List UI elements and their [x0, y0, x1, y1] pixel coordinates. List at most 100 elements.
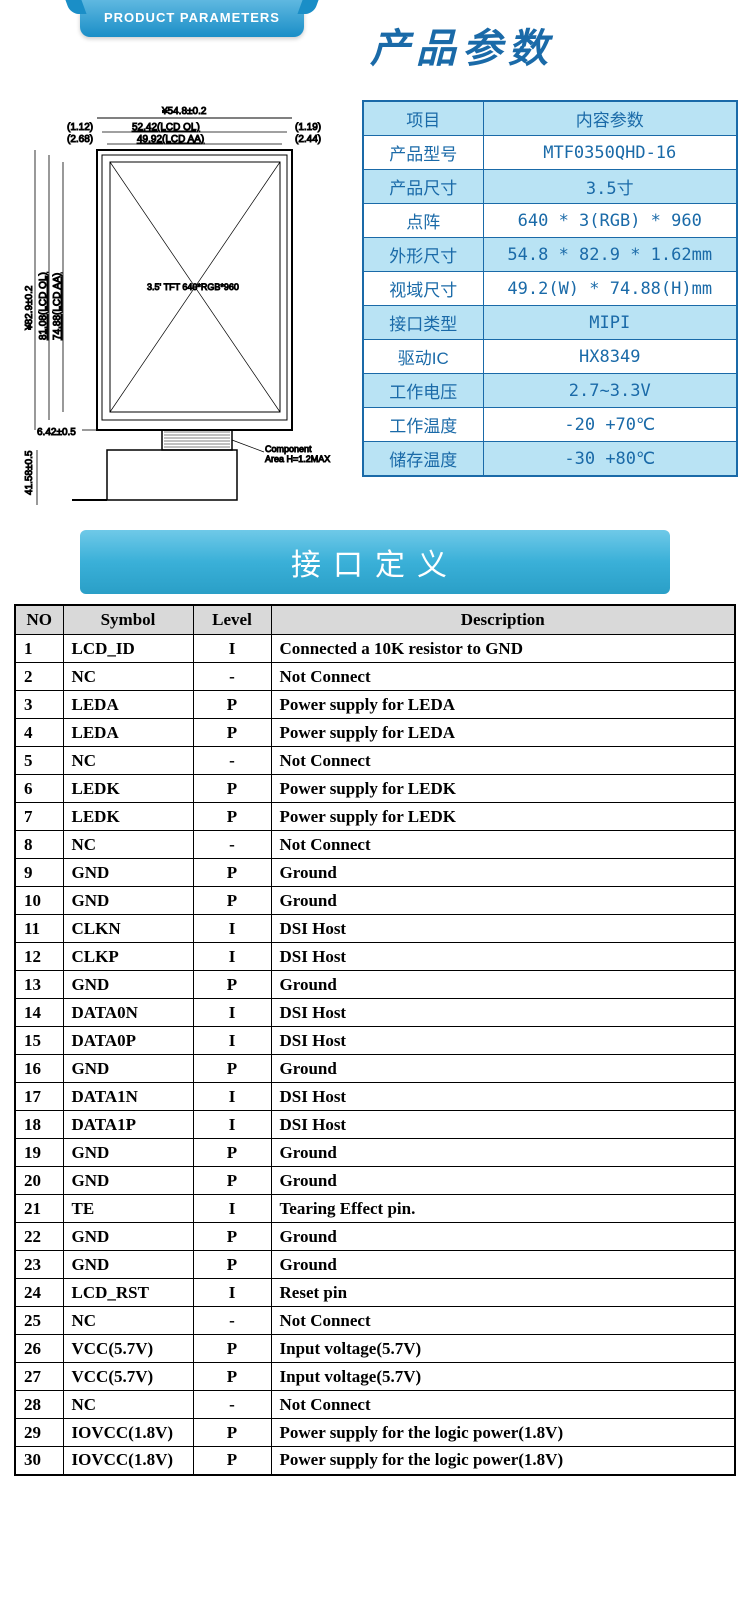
pin-level: P [193, 803, 271, 831]
pin-desc: Power supply for LEDA [271, 691, 735, 719]
pin-no: 27 [15, 1363, 63, 1391]
pin-desc: Ground [271, 1139, 735, 1167]
pin-no: 7 [15, 803, 63, 831]
pin-symbol: GND [63, 1139, 193, 1167]
spec-val: MTF0350QHD-16 [483, 136, 737, 170]
pin-row: 24LCD_RSTIReset pin [15, 1279, 735, 1307]
pin-no: 25 [15, 1307, 63, 1335]
tail-len: 41.58±0.5 [24, 450, 35, 495]
pin-row: 5NC-Not Connect [15, 747, 735, 775]
pin-row: 4LEDAPPower supply for LEDA [15, 719, 735, 747]
spec-row: 接口类型MIPI [363, 306, 737, 340]
gap-tr2: (2.44) [295, 134, 321, 145]
pin-level: P [193, 691, 271, 719]
spec-header-key: 项目 [363, 101, 483, 136]
pin-symbol: LEDA [63, 691, 193, 719]
pin-symbol: LEDK [63, 775, 193, 803]
section-title: 接口定义 [291, 549, 459, 582]
pin-no: 26 [15, 1335, 63, 1363]
pin-level: P [193, 1447, 271, 1475]
pin-no: 13 [15, 971, 63, 999]
pin-table: NO Symbol Level Description 1LCD_IDIConn… [14, 604, 736, 1476]
pin-level: - [193, 747, 271, 775]
spec-row: 点阵640 * 3(RGB) * 960 [363, 204, 737, 238]
pin-desc: Ground [271, 1055, 735, 1083]
pin-row: 7LEDKPPower supply for LEDK [15, 803, 735, 831]
pin-no: 15 [15, 1027, 63, 1055]
pin-no: 19 [15, 1139, 63, 1167]
pin-level: P [193, 775, 271, 803]
pin-no: 6 [15, 775, 63, 803]
pin-symbol: CLKN [63, 915, 193, 943]
spec-val: MIPI [483, 306, 737, 340]
pin-row: 12CLKPIDSI Host [15, 943, 735, 971]
pin-row: 29IOVCC(1.8V)PPower supply for the logic… [15, 1419, 735, 1447]
pin-level: - [193, 1307, 271, 1335]
center-label: 3.5' TFT 640*RGB*960 [147, 282, 239, 292]
pin-symbol: VCC(5.7V) [63, 1335, 193, 1363]
pin-level: I [193, 635, 271, 663]
pin-row: 17DATA1NIDSI Host [15, 1083, 735, 1111]
pin-no: 28 [15, 1391, 63, 1419]
product-params-badge: PRODUCT PARAMETERS [80, 0, 304, 37]
pin-row: 21TEITearing Effect pin. [15, 1195, 735, 1223]
pin-desc: Power supply for LEDK [271, 803, 735, 831]
pin-symbol: LCD_ID [63, 635, 193, 663]
pin-desc: Connected a 10K resistor to GND [271, 635, 735, 663]
col-symbol: Symbol [63, 605, 193, 635]
pin-row: 16GNDPGround [15, 1055, 735, 1083]
pin-no: 24 [15, 1279, 63, 1307]
upper-section: ¥54.8±0.2 52.42(LCD OL) 49.92(LCD AA) (1… [0, 90, 750, 530]
pin-no: 1 [15, 635, 63, 663]
pin-row: 11CLKNIDSI Host [15, 915, 735, 943]
spec-key: 外形尺寸 [363, 238, 483, 272]
pin-symbol: GND [63, 1167, 193, 1195]
pin-level: I [193, 1279, 271, 1307]
pin-level: I [193, 1083, 271, 1111]
mechanical-drawing: ¥54.8±0.2 52.42(LCD OL) 49.92(LCD AA) (1… [12, 100, 342, 510]
spec-val: -30 +80℃ [483, 442, 737, 477]
pin-level: I [193, 915, 271, 943]
pin-row: 27VCC(5.7V)PInput voltage(5.7V) [15, 1363, 735, 1391]
pin-symbol: TE [63, 1195, 193, 1223]
page-title: 产品参数 [370, 16, 554, 74]
pin-desc: DSI Host [271, 915, 735, 943]
pin-symbol: DATA0N [63, 999, 193, 1027]
pin-symbol: NC [63, 747, 193, 775]
spec-val: 2.7~3.3V [483, 374, 737, 408]
pin-no: 10 [15, 887, 63, 915]
pin-level: P [193, 719, 271, 747]
pin-desc: Ground [271, 1223, 735, 1251]
pin-desc: DSI Host [271, 999, 735, 1027]
spec-row: 储存温度-30 +80℃ [363, 442, 737, 477]
gap-tl2: (2.68) [67, 134, 93, 145]
pin-no: 14 [15, 999, 63, 1027]
spec-val: 54.8 * 82.9 * 1.62mm [483, 238, 737, 272]
pin-desc: Not Connect [271, 831, 735, 859]
pin-no: 17 [15, 1083, 63, 1111]
note2: Area H=1.2MAX [265, 454, 330, 464]
pin-no: 22 [15, 1223, 63, 1251]
pin-symbol: DATA1N [63, 1083, 193, 1111]
pin-level: I [193, 1027, 271, 1055]
pin-desc: Power supply for LEDK [271, 775, 735, 803]
pin-row: 10GNDPGround [15, 887, 735, 915]
pin-no: 30 [15, 1447, 63, 1475]
pin-desc: Not Connect [271, 1307, 735, 1335]
bottom-gap: 6.42±0.5 [37, 427, 76, 438]
spec-row: 视域尺寸49.2(W) * 74.88(H)mm [363, 272, 737, 306]
pin-no: 11 [15, 915, 63, 943]
pin-no: 16 [15, 1055, 63, 1083]
pin-symbol: GND [63, 1251, 193, 1279]
pin-row: 9GNDPGround [15, 859, 735, 887]
spec-row: 驱动ICHX8349 [363, 340, 737, 374]
pin-desc: Ground [271, 1251, 735, 1279]
pin-level: P [193, 1139, 271, 1167]
pin-desc: Ground [271, 1167, 735, 1195]
spec-key: 驱动IC [363, 340, 483, 374]
pin-row: 25NC-Not Connect [15, 1307, 735, 1335]
note1: Component [265, 444, 312, 454]
pin-no: 20 [15, 1167, 63, 1195]
pin-no: 23 [15, 1251, 63, 1279]
pin-row: 23GNDPGround [15, 1251, 735, 1279]
